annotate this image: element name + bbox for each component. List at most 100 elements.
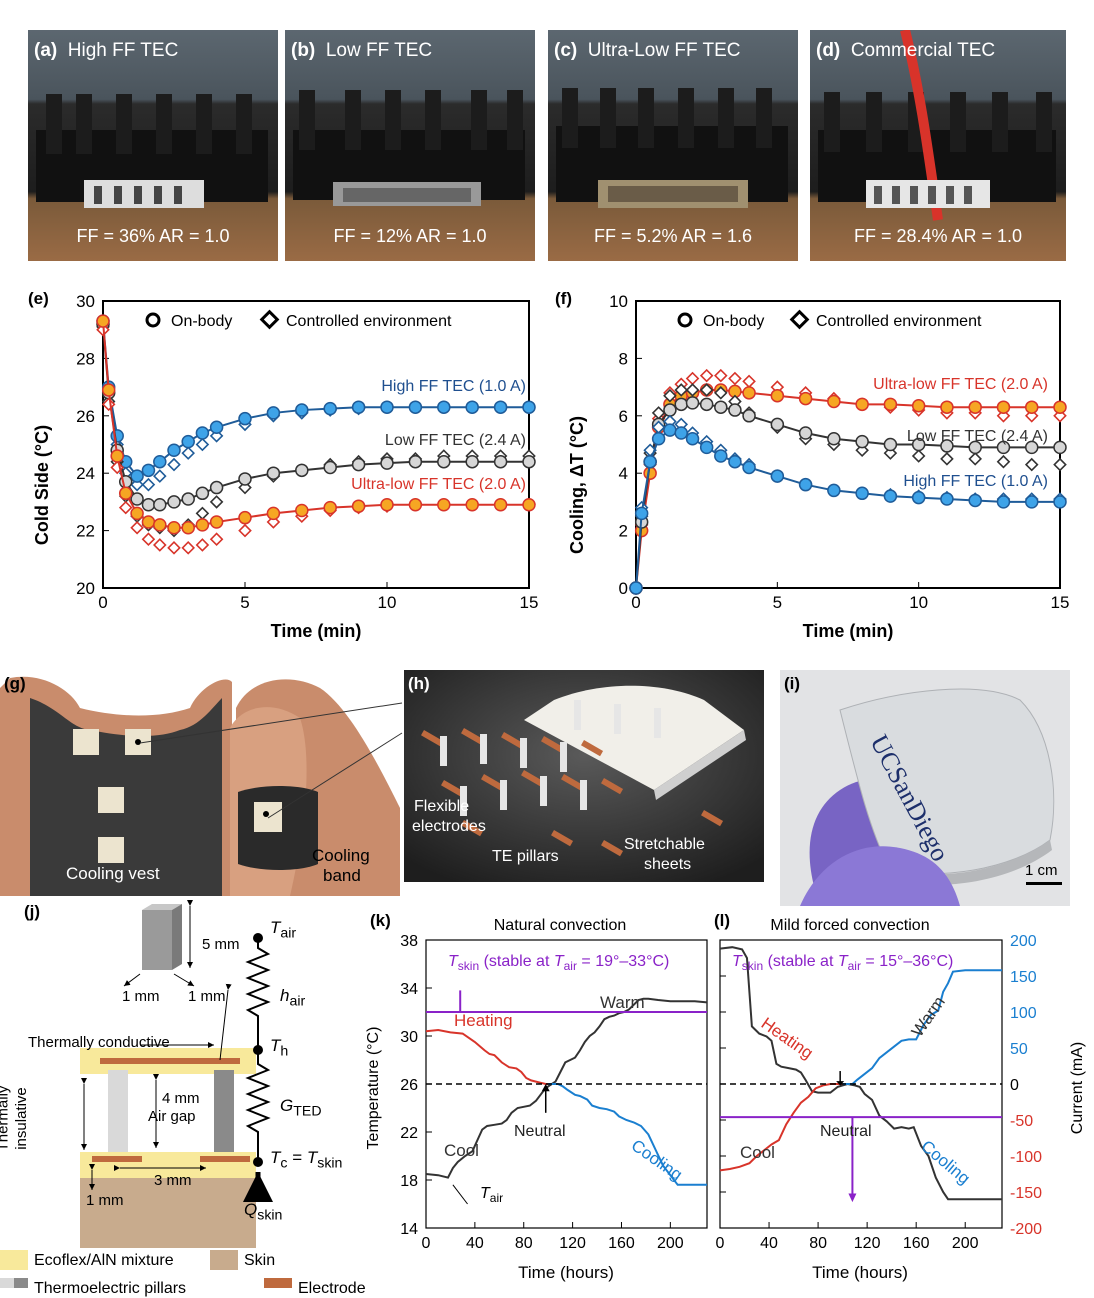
f-legend-onbody: On-body	[703, 313, 764, 330]
panel-letter-a: (a)	[34, 40, 58, 61]
onbody-point	[643, 466, 657, 480]
onbody-point	[238, 472, 252, 486]
k-neutral-label: Neutral	[514, 1123, 566, 1140]
onbody-point	[437, 498, 451, 512]
onbody-point	[295, 403, 309, 417]
x-tick-label: 0	[422, 1235, 431, 1252]
onbody-point	[209, 515, 224, 529]
panel-letter-d: (d)	[816, 40, 841, 61]
onbody-point	[130, 506, 144, 521]
y-tick-label: 24	[76, 464, 95, 483]
x-tick-label: 80	[809, 1235, 827, 1252]
y-tick-label: 26	[400, 1077, 418, 1094]
x-tick-label: 5	[773, 593, 782, 612]
panel-h: (h) Flexible electrodes TE pillars Stret…	[404, 670, 764, 882]
flexible-device-photo	[780, 670, 1070, 906]
onbody-point	[742, 460, 756, 475]
flex-label-2: electrodes	[412, 818, 486, 835]
series-t-air	[425, 997, 708, 1179]
k-xlabel: Time (hours)	[518, 1263, 614, 1282]
controlled-point	[996, 454, 1011, 469]
onbody-point	[101, 383, 116, 397]
onbody-point	[827, 432, 841, 446]
controlled-point	[130, 520, 144, 535]
y-tick-label: -200	[1010, 1221, 1042, 1238]
onbody-point	[643, 454, 657, 469]
onbody-point	[110, 449, 124, 463]
y-tick-label: 26	[76, 407, 95, 426]
onbody-point	[855, 434, 869, 449]
l-tskin-t: T	[732, 953, 743, 970]
chart-k: (k) Natural convection Temperature (°C) …	[365, 911, 708, 1282]
k-tskin-range: = 19°–33°C)	[577, 953, 669, 970]
onbody-point	[770, 417, 785, 432]
l-tskin-label: Tskin (stable at Tair = 15°–36°C)	[732, 953, 953, 973]
controlled-point	[195, 437, 210, 452]
vest-patch-1	[73, 729, 99, 755]
panel-letter-j: (j)	[24, 902, 41, 921]
connector-lines	[139, 702, 403, 819]
controlled-point	[195, 506, 210, 521]
f-label-high: High FF TEC (1.0 A)	[903, 473, 1048, 490]
onbody-point	[1053, 440, 1067, 455]
f-legend-controlled-marker	[789, 309, 810, 330]
series-heating	[425, 1028, 549, 1085]
legend-electrode-swatch	[264, 1278, 292, 1288]
onbody-point	[883, 489, 898, 503]
legend-pillar-swatch-1	[0, 1278, 14, 1288]
onbody-point	[209, 420, 224, 435]
legend-pillar-swatch-2	[14, 1278, 28, 1288]
l-neutral-arrowhead	[836, 1081, 845, 1086]
y-tick-label: -100	[1010, 1149, 1042, 1166]
onbody-line	[102, 321, 529, 478]
l-cooling-label: Cooling	[917, 1137, 973, 1189]
f-label-low: Low FF TEC (2.4 A)	[907, 428, 1048, 445]
e-legend-controlled-marker	[259, 309, 280, 330]
l-tskin-tair: T	[838, 953, 849, 970]
controlled-point	[699, 383, 714, 397]
x-tick-label: 200	[657, 1235, 684, 1252]
photo-title-b: Low FF TEC	[325, 40, 433, 61]
onbody-point	[351, 400, 366, 414]
dim-4mm: 4 mm	[162, 1090, 200, 1107]
onbody-point	[380, 498, 394, 512]
x-tick-label: 15	[1051, 593, 1070, 612]
onbody-point	[827, 394, 841, 409]
onbody-point	[351, 499, 366, 513]
k-tskin-t: T	[448, 953, 459, 970]
controlled-point	[742, 374, 756, 389]
e-legend-onbody-marker	[145, 312, 161, 328]
legend-ecoflex: Ecoflex/AlN mixture	[34, 1252, 174, 1269]
onbody-point	[153, 518, 167, 532]
insulative-label-1: Thermally	[0, 1085, 12, 1152]
controlled-point	[714, 368, 728, 383]
x-tick-label: 0	[716, 1235, 725, 1252]
ff-label-d: FF = 28.4% AR = 1.0	[853, 226, 1023, 246]
y-tick-label: 28	[76, 349, 95, 368]
onbody-point	[714, 449, 728, 463]
onbody-point	[996, 440, 1011, 455]
ff-label-b: FF = 12% AR = 1.0	[333, 226, 487, 246]
hair-sub: air	[289, 993, 306, 1010]
heatsink-a	[36, 94, 268, 208]
photo-a: (a) High FF TEC FF = 36% AR = 1.0	[28, 30, 278, 261]
panel-j: (j) 5 mm 1 mm 1 mm Thermally conductive …	[0, 900, 370, 1297]
onbody-point	[380, 400, 394, 414]
onbody-point	[96, 314, 110, 328]
controlled-point	[181, 446, 195, 460]
onbody-point	[674, 426, 688, 440]
l-neutral-label: Neutral	[820, 1123, 872, 1140]
k-tskin-label: Tskin (stable at Tair = 19°–33°C)	[448, 953, 669, 973]
onbody-point	[130, 469, 144, 483]
x-tick-label: 5	[240, 593, 249, 612]
tc-eq: =	[287, 1148, 307, 1167]
tair-node-t: T	[270, 918, 281, 937]
k-tair-pointer	[452, 1184, 468, 1205]
l-heating-label: Heating	[758, 1014, 817, 1063]
y-tick-label: 22	[400, 1125, 418, 1142]
onbody-point	[141, 463, 156, 478]
photo-title-d: Commercial TEC	[850, 40, 996, 61]
onbody-point	[770, 388, 785, 403]
ff-label-c: FF = 5.2% AR = 1.6	[593, 226, 753, 246]
controlled-point	[118, 500, 133, 515]
